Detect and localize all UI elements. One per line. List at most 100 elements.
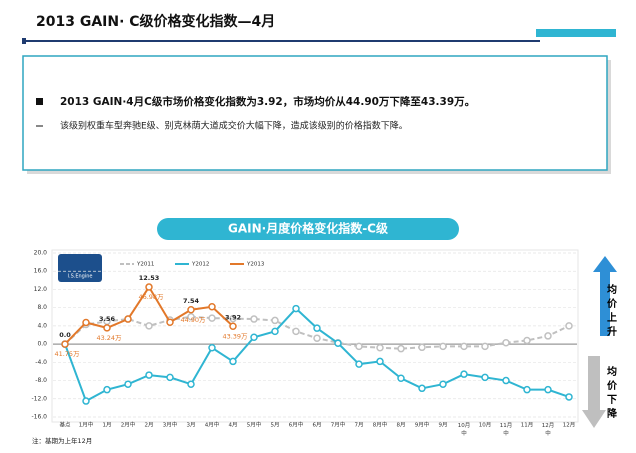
down-arrow — [582, 356, 606, 428]
series-point — [292, 327, 300, 336]
x-tick-label: 8月中 — [373, 421, 388, 429]
series-point — [292, 304, 300, 313]
x-tick-label: 基点 — [59, 421, 71, 429]
price-label: 43.24万 — [96, 334, 122, 342]
series-point — [229, 357, 237, 366]
price-label: 43.39万 — [222, 332, 248, 340]
x-tick-label: 11月 — [521, 422, 534, 429]
x-tick-label: 3月中 — [163, 421, 178, 429]
series-point — [250, 333, 258, 342]
series-point — [502, 338, 510, 347]
series-point — [124, 315, 132, 323]
series-point — [376, 357, 384, 366]
series-point — [166, 373, 174, 382]
x-tick-label: 1月中 — [79, 421, 94, 429]
value-label: 12.53 — [139, 274, 160, 282]
x-tick-label: 9月 — [439, 422, 448, 429]
series-point — [145, 322, 153, 330]
series-point — [166, 318, 174, 326]
series-point — [481, 342, 489, 351]
y-tick-label: -4.0 — [35, 359, 47, 366]
series-point — [481, 373, 489, 382]
x-tick-label: 4月 — [229, 422, 238, 429]
x-tick-label: 11月中 — [500, 422, 513, 437]
price-label: 44.90万 — [180, 316, 206, 324]
legend-label: Y2013 — [246, 262, 265, 268]
x-tick-label: 5月中 — [247, 421, 262, 429]
series-point — [229, 322, 237, 331]
x-tick-label: 2月 — [145, 422, 154, 429]
series-point — [229, 314, 237, 323]
legend-label: Y2011 — [136, 262, 154, 268]
series-point — [187, 380, 195, 388]
y-tick-label: -12.0 — [31, 395, 47, 402]
x-tick-label: 2月中 — [121, 421, 136, 429]
series-point — [124, 380, 132, 388]
series-point — [61, 340, 69, 348]
chart-title: GAIN·月度价格变化指数-C级 — [228, 221, 388, 236]
y-tick-label: 20.0 — [34, 250, 48, 257]
x-tick-label: 12月 — [563, 422, 576, 429]
side-label: 均价下降 — [607, 365, 618, 420]
series-point — [460, 342, 468, 351]
y-tick-label: 16.0 — [34, 268, 48, 275]
x-tick-label: 6月中 — [289, 421, 304, 429]
series-point — [187, 306, 195, 314]
x-tick-label: 10月 — [479, 422, 492, 429]
series-point — [313, 334, 321, 342]
x-tick-label: 12月中 — [542, 422, 555, 437]
series-point — [460, 370, 468, 378]
series-point — [418, 384, 426, 393]
x-tick-label: 1月 — [103, 422, 112, 429]
summary-box — [22, 55, 608, 171]
bullet — [36, 98, 43, 105]
series-point — [103, 324, 111, 332]
chart-title-pill — [157, 218, 459, 240]
series-point — [544, 385, 552, 394]
rule-cap — [22, 38, 26, 44]
price-label: 46.98万 — [138, 293, 164, 301]
series-point — [145, 371, 153, 379]
series-point — [208, 344, 216, 352]
series-point — [334, 339, 342, 347]
value-label: 0.0 — [59, 331, 71, 339]
series-point — [313, 324, 321, 332]
y-tick-label: 8.0 — [37, 304, 47, 311]
logo-text: I.S.Engine — [68, 274, 93, 280]
y-tick-label: 12.0 — [34, 286, 48, 293]
series-point — [565, 322, 573, 330]
summary-detail: 该级别权重车型奔驰E级、别克林荫大道成交价大幅下降，造成该级别的价格指数下降。 — [60, 120, 408, 132]
series-point — [355, 342, 363, 351]
series-point — [271, 316, 279, 325]
price-label: 41.75万 — [54, 350, 80, 358]
series-point — [355, 360, 363, 368]
note: 注：基期为上年12月 — [32, 436, 92, 445]
series-point — [376, 344, 384, 352]
series-point — [103, 385, 111, 394]
x-tick-label: 7月 — [355, 422, 364, 429]
value-label: 3.92 — [225, 313, 241, 321]
slide-title: 2013 GAIN· C级价格变化指数—4月 — [36, 13, 275, 30]
x-tick-label: 4月中 — [205, 421, 220, 429]
series-point — [187, 313, 195, 321]
y-tick-label: -16.0 — [31, 414, 47, 421]
accent-bar — [536, 29, 616, 37]
series-point — [208, 314, 216, 322]
series-point — [544, 332, 552, 340]
x-tick-label: 8月 — [397, 422, 406, 429]
series-point — [523, 385, 531, 394]
legend-label: Y2012 — [191, 262, 209, 268]
series-point — [208, 303, 216, 311]
x-tick-label: 10月中 — [458, 422, 471, 437]
series-point — [145, 283, 153, 291]
value-label: 7.54 — [183, 297, 200, 305]
value-label: 3.56 — [99, 315, 116, 323]
y-tick-label: 0.0 — [37, 341, 47, 348]
up-arrow — [593, 256, 617, 336]
y-tick-label: -8.0 — [35, 377, 47, 384]
series-point — [250, 315, 258, 323]
series-point — [397, 344, 405, 353]
summary-bullet: 2013 GAIN·4月C级市场价格变化指数为3.92，市场均价从44.90万下… — [60, 95, 475, 108]
series-point — [502, 376, 510, 385]
